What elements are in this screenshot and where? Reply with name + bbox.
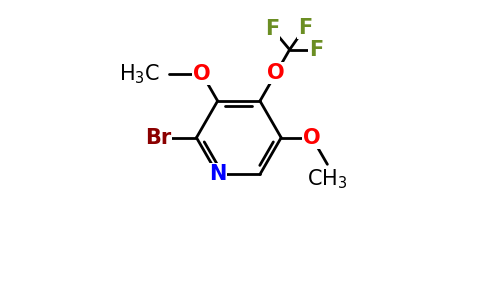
Text: O: O — [303, 128, 321, 148]
Text: O: O — [267, 63, 285, 83]
Text: $\mathregular{CH_3}$: $\mathregular{CH_3}$ — [307, 167, 348, 191]
Text: N: N — [209, 164, 227, 184]
Text: F: F — [265, 19, 279, 39]
Text: O: O — [194, 64, 211, 84]
Text: F: F — [309, 40, 324, 60]
Text: $\mathregular{H_3C}$: $\mathregular{H_3C}$ — [119, 62, 160, 86]
Text: Br: Br — [145, 128, 171, 148]
Text: F: F — [298, 17, 312, 38]
Text: H: H — [142, 64, 160, 84]
